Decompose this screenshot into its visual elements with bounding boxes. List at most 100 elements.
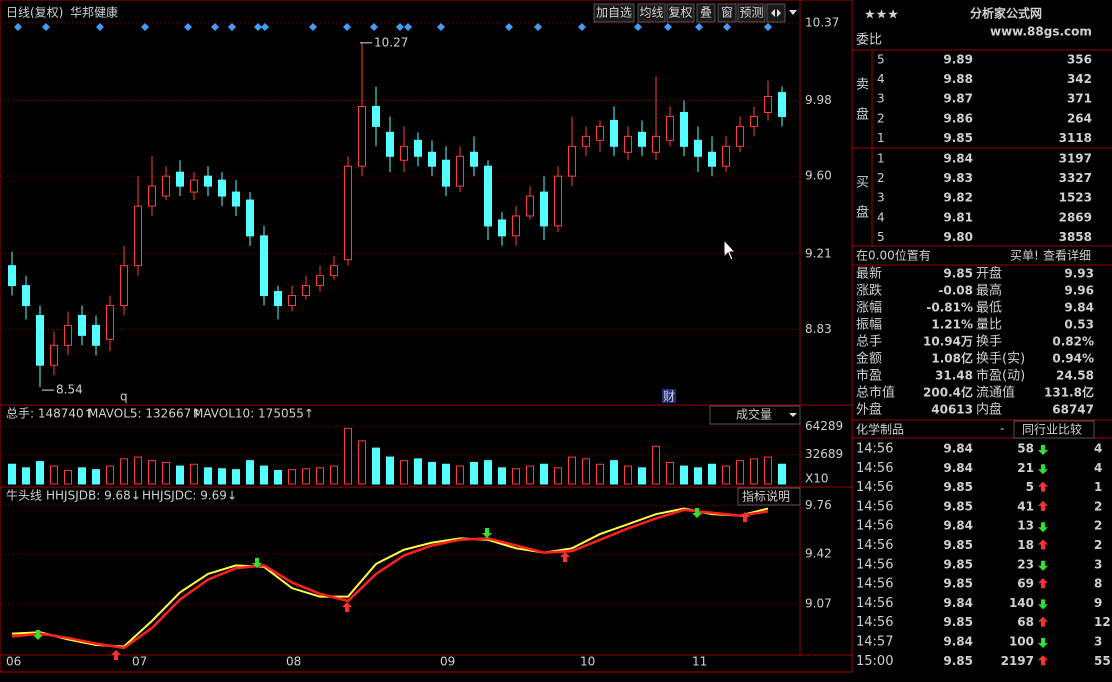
- logo-url: www.88gs.com: [990, 25, 1092, 39]
- y-tick-label: 10.37: [805, 15, 839, 29]
- x-tick-label: 11: [692, 655, 707, 669]
- toolbar-button-label[interactable]: 复权: [668, 6, 692, 20]
- candle-body: [554, 175, 562, 227]
- stat-label: 市盈: [856, 368, 882, 384]
- event-diamond: [343, 23, 351, 31]
- stat-value: 0.53: [1064, 318, 1094, 332]
- volume-bar: [190, 463, 198, 485]
- help-button[interactable]: [737, 487, 801, 506]
- stat-label: 量比: [976, 318, 1002, 333]
- volume-bar: [540, 463, 548, 485]
- tick-volume: 18: [1017, 538, 1034, 552]
- y-tick-label: 9.42: [805, 547, 832, 561]
- y-tick-label: 9.60: [805, 169, 832, 183]
- detail-button[interactable]: 查看详细: [1043, 248, 1091, 263]
- stat-value: 24.58: [1056, 369, 1094, 383]
- level-volume: 3118: [1059, 131, 1092, 145]
- tick-price: 9.85: [943, 538, 973, 552]
- volume-bar: [498, 467, 506, 485]
- volume-bar: [512, 468, 520, 485]
- toolbar-button[interactable]: [637, 3, 666, 23]
- toolbar-button[interactable]: [717, 3, 737, 23]
- stat-label: 最新: [856, 266, 882, 282]
- candle-body: [36, 314, 44, 366]
- event-diamond: [141, 23, 149, 31]
- tick-volume: 21: [1017, 461, 1034, 475]
- candle-body: [414, 139, 422, 157]
- indicator-selector[interactable]: [709, 405, 801, 425]
- level-volume: 356: [1067, 53, 1092, 67]
- tick-volume: 41: [1017, 499, 1034, 513]
- y-tick-label: 64289: [805, 419, 843, 433]
- volume-bar: [106, 465, 114, 485]
- candle-body: [120, 265, 128, 307]
- tick-count: 12: [1094, 615, 1111, 629]
- tick-count: 4: [1094, 442, 1102, 456]
- indicator-selector-label[interactable]: 成交量: [736, 407, 772, 422]
- side-label: 盘: [856, 205, 869, 221]
- volume-bar: [456, 465, 464, 485]
- tick-count: 2: [1094, 499, 1102, 513]
- candle-body: [64, 324, 72, 346]
- industry-toggle[interactable]: -: [1000, 422, 1004, 436]
- toolbar-button-label[interactable]: 叠: [700, 6, 712, 20]
- tick-count: 9: [1094, 596, 1102, 610]
- tick-volume: 100: [1009, 635, 1034, 649]
- mouse-cursor: [723, 238, 737, 261]
- volume-bar: [64, 470, 72, 485]
- tick-time: 15:00: [856, 654, 893, 669]
- candle-body: [106, 305, 114, 340]
- candle-body: [288, 295, 296, 307]
- candle-body: [624, 135, 632, 153]
- toolbar-button-label[interactable]: 预测: [739, 6, 763, 20]
- candle-body: [78, 314, 86, 336]
- tick-count: 55: [1094, 654, 1111, 668]
- toolbar-button-label[interactable]: 窗: [721, 6, 733, 20]
- volume-bar: [484, 460, 492, 485]
- candle-body: [428, 151, 436, 167]
- tick-price: 9.85: [943, 577, 973, 591]
- event-diamond: [211, 23, 219, 31]
- help-button-label[interactable]: 指标说明: [742, 489, 790, 504]
- compare-button[interactable]: [1013, 420, 1095, 439]
- buy-alert: 买单!: [1010, 249, 1039, 263]
- signal-arrow: [740, 512, 750, 522]
- menu-icon[interactable]: [789, 10, 797, 15]
- toolbar-button-label[interactable]: 加自选: [596, 6, 632, 20]
- signal-arrow: [252, 558, 262, 568]
- volume-bar: [596, 463, 604, 485]
- tick-volume: 23: [1017, 557, 1034, 571]
- nav-button[interactable]: [766, 3, 786, 23]
- stat-value: 10.94万: [923, 335, 973, 349]
- level-price: 9.85: [943, 131, 973, 145]
- volume-bar: [638, 467, 646, 485]
- toolbar-button[interactable]: [666, 3, 695, 23]
- volume-bar: [78, 467, 86, 485]
- toolbar-button[interactable]: [696, 3, 716, 23]
- candle-body: [302, 285, 310, 297]
- stat-value: 9.93: [1064, 267, 1094, 281]
- compare-button-label[interactable]: 同行业比较: [1022, 422, 1082, 437]
- tick-count: 2: [1094, 519, 1102, 533]
- tick-count: 3: [1094, 635, 1102, 649]
- tick-arrow: [1038, 616, 1048, 627]
- toolbar-button[interactable]: [593, 3, 635, 23]
- stat-label: 内盘: [976, 402, 1002, 418]
- x-tick-label: 10: [580, 655, 595, 669]
- volume-bar: [694, 467, 702, 485]
- volume-bar: [778, 463, 786, 485]
- stock-name: 华邦健康: [70, 5, 118, 20]
- volume-bar: [358, 440, 366, 485]
- tick-volume: 58: [1017, 442, 1034, 456]
- toolbar-button[interactable]: [737, 3, 766, 23]
- tick-time: 14:56: [856, 538, 893, 553]
- tick-price: 9.85: [943, 615, 973, 629]
- event-diamond: [42, 23, 50, 31]
- level-price: 9.84: [943, 152, 973, 166]
- level-label: 1: [877, 131, 885, 145]
- candle-body: [232, 191, 240, 207]
- volume-bar: [36, 461, 44, 485]
- tick-arrow: [1038, 464, 1048, 475]
- toolbar-button-label[interactable]: 均线: [639, 6, 663, 20]
